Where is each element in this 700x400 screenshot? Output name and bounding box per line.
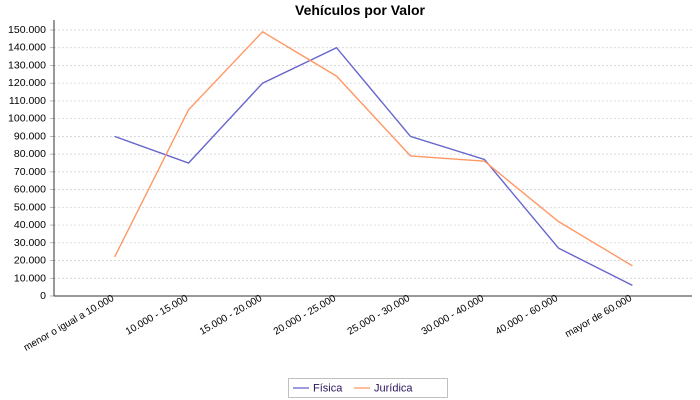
svg-text:150.000: 150.000 bbox=[8, 24, 46, 36]
svg-text:20.000 - 25.000: 20.000 - 25.000 bbox=[272, 293, 339, 338]
svg-text:10.000 - 15.000: 10.000 - 15.000 bbox=[124, 293, 191, 338]
svg-text:60.000: 60.000 bbox=[14, 184, 46, 196]
svg-text:10.000: 10.000 bbox=[14, 272, 46, 284]
svg-text:menor o igual a 10.000: menor o igual a 10.000 bbox=[22, 293, 116, 354]
svg-text:130.000: 130.000 bbox=[8, 59, 46, 71]
svg-text:90.000: 90.000 bbox=[14, 130, 46, 142]
svg-text:30.000 - 40.000: 30.000 - 40.000 bbox=[420, 293, 487, 338]
svg-text:mayor de 60.000: mayor de 60.000 bbox=[563, 293, 634, 340]
svg-text:15.000 - 20.000: 15.000 - 20.000 bbox=[198, 293, 265, 338]
svg-text:140.000: 140.000 bbox=[8, 42, 46, 54]
svg-text:40.000 - 60.000: 40.000 - 60.000 bbox=[494, 293, 561, 338]
svg-text:100.000: 100.000 bbox=[8, 113, 46, 125]
svg-text:30.000: 30.000 bbox=[14, 237, 46, 249]
svg-text:40.000: 40.000 bbox=[14, 219, 46, 231]
svg-text:50.000: 50.000 bbox=[14, 201, 46, 213]
svg-text:80.000: 80.000 bbox=[14, 148, 46, 160]
svg-text:20.000: 20.000 bbox=[14, 255, 46, 267]
svg-text:0: 0 bbox=[40, 290, 46, 302]
svg-text:110.000: 110.000 bbox=[9, 95, 46, 107]
svg-text:25.000 - 30.000: 25.000 - 30.000 bbox=[346, 293, 413, 338]
svg-text:70.000: 70.000 bbox=[14, 166, 46, 178]
svg-text:120.000: 120.000 bbox=[8, 77, 46, 89]
svg-text:Jurídica: Jurídica bbox=[374, 383, 413, 395]
svg-text:Física: Física bbox=[313, 383, 343, 395]
